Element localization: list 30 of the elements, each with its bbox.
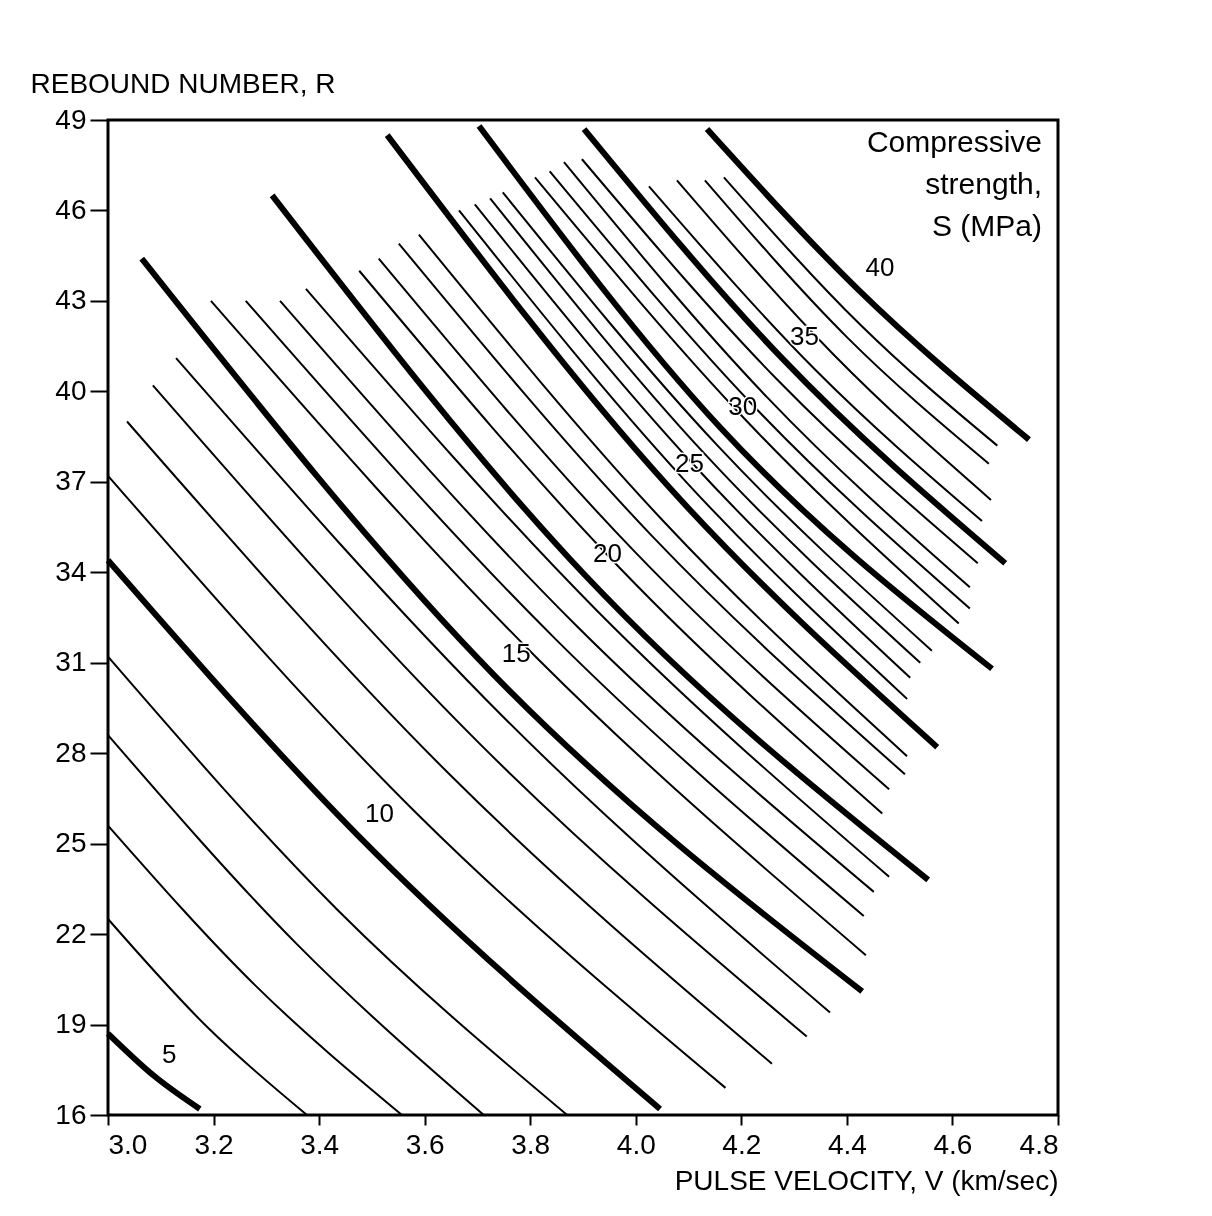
y-tick-label: 16	[55, 1098, 87, 1130]
series-label: 5	[161, 1038, 177, 1069]
y-tick-label: 49	[55, 103, 87, 135]
y-tick-label: 46	[55, 193, 87, 225]
y-tick-label: 22	[55, 917, 87, 949]
legend-title: Compressive strength, S (MPa)	[866, 125, 1042, 242]
x-tick-label: 3.4	[300, 1128, 340, 1160]
x-tick-label: 3.0	[108, 1128, 148, 1160]
x-tick-label: 4.4	[827, 1128, 867, 1160]
y-tick-label: 19	[55, 1008, 87, 1040]
x-tick-label: 4.6	[933, 1128, 973, 1160]
series-label: 10	[365, 797, 395, 828]
y-tick-label: 40	[55, 374, 87, 406]
series-label: 35	[789, 321, 819, 352]
x-tick-label: 3.6	[405, 1128, 445, 1160]
y-tick-label: 34	[55, 555, 87, 587]
y-tick-label: 37	[55, 465, 87, 497]
x-tick-label: 3.8	[511, 1128, 551, 1160]
x-tick-label: 4.0	[616, 1128, 656, 1160]
y-tick-label: 31	[55, 646, 87, 678]
x-tick-label: 4.2	[722, 1128, 762, 1160]
series-label: 40	[865, 251, 895, 282]
y-axis-title: REBOUND NUMBER, R	[30, 67, 336, 99]
y-tick-label: 43	[55, 284, 87, 316]
x-axis-title: PULSE VELOCITY, V (km/sec)	[674, 1164, 1059, 1196]
x-tick-label: 4.8	[1019, 1128, 1059, 1160]
y-tick-label: 25	[55, 827, 87, 859]
x-tick-label: 3.2	[194, 1128, 234, 1160]
y-tick-label: 28	[55, 736, 87, 768]
series-label: 15	[501, 637, 531, 668]
